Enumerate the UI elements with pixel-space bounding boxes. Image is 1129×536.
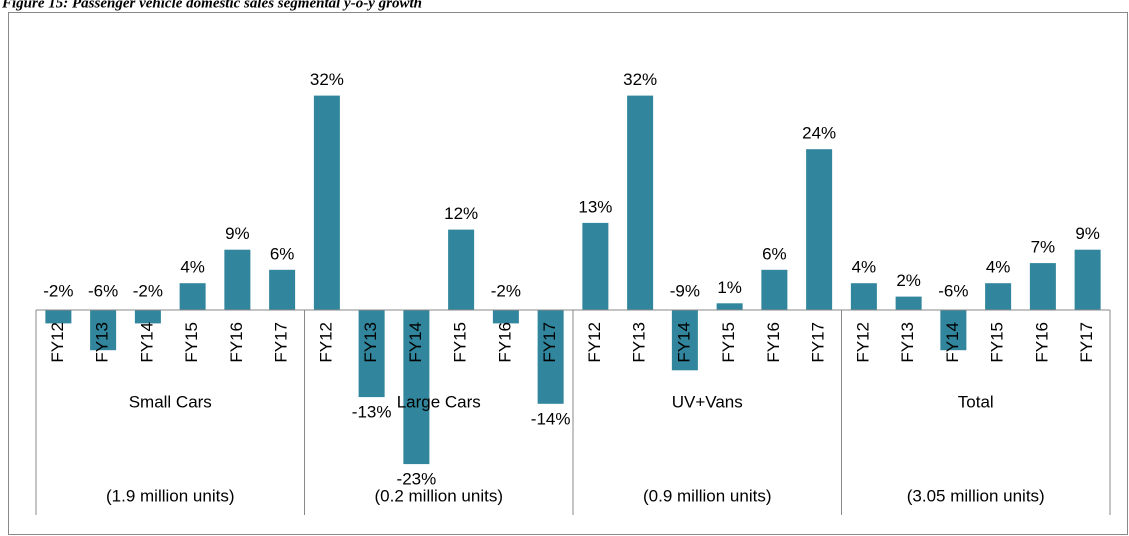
bar: [582, 222, 609, 310]
data-label: 32%: [623, 70, 657, 89]
x-tick-label: FY15: [719, 322, 738, 363]
bar: [850, 283, 877, 310]
data-label: 7%: [1031, 238, 1056, 257]
x-tick-label: FY15: [988, 322, 1007, 363]
x-tick-label: FY13: [630, 322, 649, 363]
x-tick-label: FY16: [764, 322, 783, 363]
bar: [134, 310, 161, 324]
bar: [45, 310, 72, 324]
bar: [1074, 249, 1101, 310]
x-tick-label: FY13: [898, 322, 917, 363]
bar: [179, 283, 206, 310]
x-tick-label: FY12: [853, 322, 872, 363]
data-label: 1%: [717, 278, 742, 297]
x-tick-label: FY14: [406, 322, 425, 363]
data-label: 4%: [852, 258, 877, 277]
x-tick-label: FY12: [48, 322, 67, 363]
bar: [448, 229, 475, 310]
bar: [671, 310, 698, 371]
data-label: -9%: [670, 281, 700, 300]
x-tick-label: FY14: [943, 322, 962, 363]
chart-frame: [8, 12, 1128, 535]
data-label: -6%: [938, 281, 968, 300]
x-tick-label: FY17: [540, 322, 559, 363]
x-tick-label: FY12: [316, 322, 335, 363]
data-label: -2%: [133, 281, 163, 300]
x-tick-label: FY14: [137, 322, 156, 363]
data-label: 32%: [310, 70, 344, 89]
x-tick-label: FY16: [1032, 322, 1051, 363]
x-tick-label: FY13: [93, 322, 112, 363]
x-tick-label: FY12: [585, 322, 604, 363]
group-label: Large Cars: [397, 392, 481, 411]
x-tick-label: FY13: [361, 322, 380, 363]
data-label: 12%: [444, 204, 478, 223]
data-label: -6%: [88, 281, 118, 300]
x-tick-label: FY17: [272, 322, 291, 363]
bar: [761, 269, 788, 310]
chart-title: Figure 15: Passenger vehicle domestic sa…: [1, 0, 422, 11]
bar: [224, 249, 251, 310]
data-label: 4%: [986, 258, 1011, 277]
group-label: Total: [958, 392, 994, 411]
bar: [269, 269, 296, 310]
data-label: 4%: [180, 258, 205, 277]
group-note: (0.9 million units): [643, 486, 772, 505]
data-label: 6%: [270, 244, 295, 263]
bar: [627, 95, 654, 310]
group-note: (0.2 million units): [375, 486, 504, 505]
bar: [313, 95, 340, 310]
data-label: 9%: [1075, 224, 1100, 243]
x-tick-label: FY17: [1077, 322, 1096, 363]
group-note: (1.9 million units): [106, 486, 235, 505]
data-label: 13%: [578, 197, 612, 216]
data-label: -14%: [531, 409, 571, 428]
data-label: -23%: [397, 470, 437, 489]
bar: [403, 310, 430, 465]
data-label: 2%: [896, 271, 921, 290]
x-tick-label: FY15: [451, 322, 470, 363]
bar: [716, 303, 743, 310]
bar: [940, 310, 967, 351]
bar: [537, 310, 564, 404]
x-tick-label: FY16: [227, 322, 246, 363]
x-tick-label: FY15: [182, 322, 201, 363]
data-label: -2%: [43, 281, 73, 300]
x-tick-label: FY16: [495, 322, 514, 363]
bar: [492, 310, 519, 324]
bar: [90, 310, 117, 351]
bar: [1029, 263, 1056, 310]
data-label: 24%: [802, 124, 836, 143]
bar: [806, 149, 833, 310]
group-note: (3.05 million units): [907, 486, 1045, 505]
x-tick-label: FY17: [809, 322, 828, 363]
data-label: 6%: [762, 244, 787, 263]
data-label: -2%: [491, 281, 521, 300]
data-label: 9%: [225, 224, 250, 243]
group-label: Small Cars: [129, 392, 212, 411]
bar: [985, 283, 1012, 310]
x-tick-label: FY14: [674, 322, 693, 363]
bar: [358, 310, 385, 398]
data-label: -13%: [352, 403, 392, 422]
group-label: UV+Vans: [672, 392, 743, 411]
bar: [895, 296, 922, 310]
